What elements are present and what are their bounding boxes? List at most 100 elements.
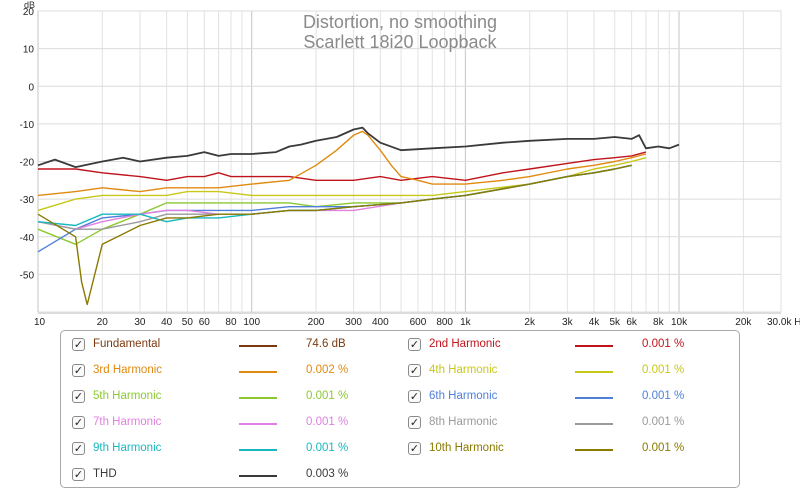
legend-item-2nd-harmonic: ✓ 2nd Harmonic 0.001 % <box>408 335 728 355</box>
x-tick-label: 30.0k Hz <box>767 317 800 328</box>
y-tick-label: -40 <box>20 233 35 244</box>
legend-value: 0.001 % <box>306 442 349 454</box>
x-tick-label: 60 <box>199 317 211 328</box>
legend-checkbox[interactable]: ✓ <box>408 338 421 351</box>
x-tick-label: 20 <box>97 317 109 328</box>
legend-color-swatch <box>575 449 613 451</box>
x-tick-label: 600 <box>410 317 427 328</box>
legend-label: 6th Harmonic <box>429 390 498 402</box>
x-tick-label: 20k <box>735 317 752 328</box>
legend-checkbox[interactable]: ✓ <box>72 364 85 377</box>
scroll-scrub-bar[interactable] <box>38 312 781 314</box>
legend-panel: ✓ Fundamental 74.6 dB ✓ 2nd Harmonic 0.001 % ✓… <box>60 330 740 488</box>
legend-value: 0.001 % <box>642 364 685 376</box>
legend-value: 0.001 % <box>306 390 349 402</box>
legend-label: 4th Harmonic <box>429 364 498 376</box>
x-tick-label: 40 <box>161 317 173 328</box>
x-tick-label: 5k <box>609 317 621 328</box>
grid-lines <box>37 10 782 313</box>
legend-checkbox[interactable]: ✓ <box>72 338 85 351</box>
legend-item-fundamental: ✓ Fundamental 74.6 dB <box>72 335 392 355</box>
legend-item-7th-harmonic: ✓ 7th Harmonic 0.001 % <box>72 413 392 433</box>
x-tick-label: 1k <box>460 317 472 328</box>
series-line-thd <box>37 126 680 168</box>
legend-value: 0.001 % <box>306 416 349 428</box>
legend-color-swatch <box>575 371 613 373</box>
series-line-10th-harmonic <box>37 164 632 306</box>
legend-checkbox[interactable]: ✓ <box>72 468 85 481</box>
legend-label: 7th Harmonic <box>93 416 162 428</box>
y-axis-unit-label: dB <box>24 0 35 10</box>
x-tick-label: 800 <box>436 317 453 328</box>
legend-color-swatch <box>239 449 277 451</box>
y-tick-label: -30 <box>20 195 35 206</box>
x-tick-label: 400 <box>372 317 389 328</box>
series-line-4th-harmonic <box>37 157 647 212</box>
legend-color-swatch <box>239 371 277 373</box>
legend-item-10th-harmonic: ✓ 10th Harmonic 0.001 % <box>408 439 728 459</box>
legend-checkbox[interactable]: ✓ <box>72 442 85 455</box>
x-tick-label: 3k <box>562 317 574 328</box>
legend-value: 0.003 % <box>306 468 349 480</box>
x-tick-label: 200 <box>308 317 325 328</box>
legend-value: 0.001 % <box>642 442 685 454</box>
chart-subtitle: Scarlett 18i20 Loopback <box>303 32 497 52</box>
x-tick-label: 10 <box>34 317 46 328</box>
x-tick-label: 100 <box>243 317 260 328</box>
series-line-2nd-harmonic <box>38 151 647 181</box>
legend-color-swatch <box>239 423 277 425</box>
x-tick-label: 2k <box>524 317 536 328</box>
x-tick-label: 10k <box>671 317 688 328</box>
series-line-3rd-harmonic <box>37 130 647 197</box>
legend-value: 0.002 % <box>306 364 349 376</box>
y-tick-label: 10 <box>23 45 35 56</box>
legend-value: 0.001 % <box>642 390 685 402</box>
legend-item-5th-harmonic: ✓ 5th Harmonic 0.001 % <box>72 387 392 407</box>
legend-item-9th-harmonic: ✓ 9th Harmonic 0.001 % <box>72 439 392 459</box>
x-tick-label: 8k <box>653 317 665 328</box>
legend-checkbox[interactable]: ✓ <box>408 416 421 429</box>
legend-checkbox[interactable]: ✓ <box>408 390 421 403</box>
legend-item-6th-harmonic: ✓ 6th Harmonic 0.001 % <box>408 387 728 407</box>
legend-label: 5th Harmonic <box>93 390 162 402</box>
x-tick-label: 50 <box>182 317 194 328</box>
legend-color-swatch <box>575 423 613 425</box>
axis-labels: 10 20 30 40 50 60 80 100 200 300 400 600 800 1k 2k 3k 4k… <box>20 7 800 328</box>
legend-color-swatch <box>239 475 277 477</box>
legend-value: 0.001 % <box>642 416 685 428</box>
series-lines <box>37 126 680 306</box>
y-tick-label: -10 <box>20 120 35 131</box>
legend-checkbox[interactable]: ✓ <box>72 390 85 403</box>
legend-color-swatch <box>239 345 277 347</box>
legend-label: 9th Harmonic <box>93 442 162 454</box>
legend-item-4th-harmonic: ✓ 4th Harmonic 0.001 % <box>408 361 728 381</box>
legend-color-swatch <box>575 397 613 399</box>
legend-color-swatch <box>239 397 277 399</box>
legend-label: 2nd Harmonic <box>429 338 501 350</box>
distortion-chart: 10 20 30 40 50 60 80 100 200 300 400 600 800 1k 2k 3k 4k… <box>20 0 800 328</box>
chart-title: Distortion, no smoothing <box>303 12 497 32</box>
y-tick-label: -20 <box>20 158 35 169</box>
x-tick-label: 80 <box>225 317 237 328</box>
legend-value: 74.6 dB <box>306 338 346 350</box>
legend-label: 8th Harmonic <box>429 416 498 428</box>
y-tick-label: 0 <box>28 82 34 93</box>
x-tick-label: 30 <box>134 317 146 328</box>
legend-value: 0.001 % <box>642 338 685 350</box>
legend-checkbox[interactable]: ✓ <box>408 364 421 377</box>
legend-label: Fundamental <box>93 338 161 350</box>
legend-item-8th-harmonic: ✓ 8th Harmonic 0.001 % <box>408 413 728 433</box>
legend-color-swatch <box>575 345 613 347</box>
legend-label: 3rd Harmonic <box>93 364 163 376</box>
legend-label: THD <box>93 468 117 480</box>
legend-label: 10th Harmonic <box>429 442 504 454</box>
legend-item-3rd-harmonic: ✓ 3rd Harmonic 0.002 % <box>72 361 392 381</box>
legend-item-thd: ✓ THD 0.003 % <box>72 465 392 485</box>
legend-checkbox[interactable]: ✓ <box>72 416 85 429</box>
x-tick-label: 6k <box>626 317 638 328</box>
x-tick-label: 4k <box>589 317 601 328</box>
legend-checkbox[interactable]: ✓ <box>408 442 421 455</box>
y-tick-label: -50 <box>20 270 35 281</box>
x-tick-label: 300 <box>345 317 362 328</box>
y-tick-label: 20 <box>23 7 35 18</box>
